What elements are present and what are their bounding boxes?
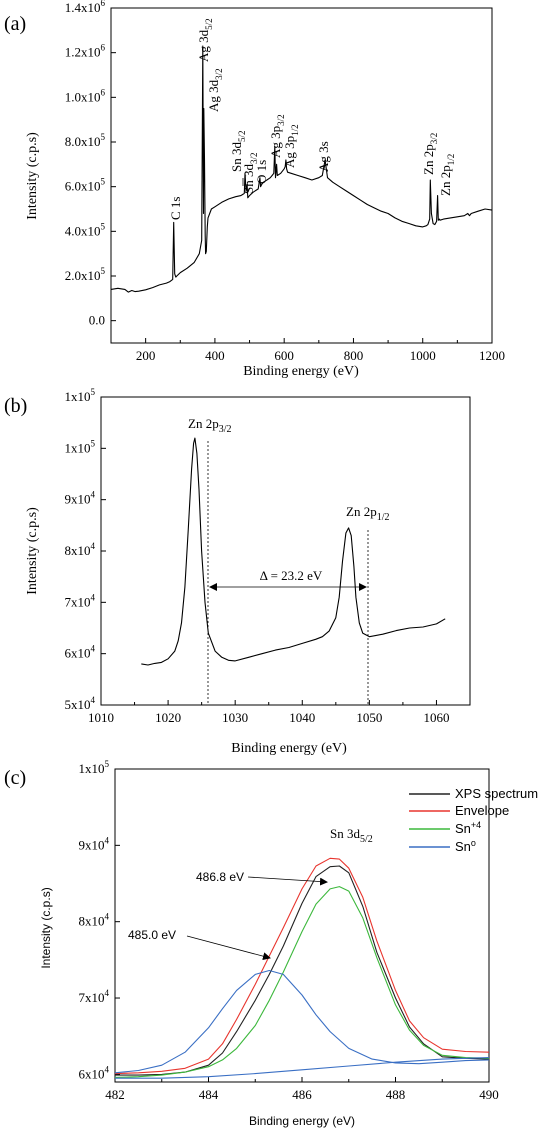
ann-c1s: C 1s — [168, 197, 183, 220]
x-tick-label-3: 1040 — [289, 710, 315, 725]
y-tick-label-5: 1.0x106 — [65, 87, 106, 104]
panel-a-y-label: Intensity (c.p.s) — [25, 132, 40, 220]
y-tick-label-2: 4.0x105 — [65, 221, 106, 238]
y-tick-label-3: 6.0x105 — [65, 177, 106, 194]
x-tick-label-3: 488 — [386, 1087, 406, 1102]
panel-a-y-ticks: 0.0 2.0x105 4.0x105 6.0x105 8.0x105 1.0x106 1.… — [65, 0, 116, 328]
panel-c-y-ticks: 6x104 7x104 8x104 9x104 1x105 — [79, 759, 120, 1081]
x-tick-label-2: 1030 — [222, 710, 248, 725]
panel-b-y-label: Intensity (c.p.s) — [25, 507, 40, 595]
legend-label-envelope: Envelope — [455, 803, 509, 818]
legend-label-xps: XPS spectrum — [455, 786, 538, 801]
y-tick-label-6: 1x105 — [65, 387, 96, 404]
y-tick-label-0: 6x104 — [79, 1064, 110, 1081]
ann-sn3d32: Sn 3d3/2 — [241, 153, 259, 195]
panel-b-series-line-0 — [141, 437, 446, 666]
panel-b-series — [141, 437, 446, 666]
b-peak-zn2p12: Zn 2p1/2 — [346, 504, 389, 523]
panel-a-series — [110, 45, 493, 293]
c-ann-486-8: 486.8 eV — [196, 870, 244, 884]
ann-zn2p32: Zn 2p3/2 — [421, 133, 439, 175]
panel-a-x-label: Binding energy (eV) — [243, 364, 359, 379]
b-peak-zn2p32: Zn 2p3/2 — [188, 416, 231, 435]
y-tick-label-4: 8.0x105 — [65, 132, 106, 149]
c-title: Sn 3d5/2 — [330, 826, 373, 845]
panel-a: (a) 200 400 600 800 1000 1200 0.0 2.0x105 4.0x1… — [4, 0, 505, 379]
panel-c-y-label: Intensity (c.p.s) — [39, 887, 53, 968]
x-tick-label-1: 400 — [205, 348, 225, 363]
panel-a-series-line-0 — [110, 45, 493, 293]
y-tick-label-5: 1x105 — [65, 438, 96, 455]
ann-ag3s: Ag 3s — [316, 141, 331, 172]
y-tick-label-4: 9x104 — [65, 490, 96, 507]
panel-c-series — [114, 857, 490, 1079]
x-tick-label-5: 1200 — [479, 348, 505, 363]
panel-b-y-ticks: 5x104 6x104 7x104 8x104 9x104 1x105 1x105 — [65, 387, 106, 712]
panel-b-x-label: Binding energy (eV) — [231, 741, 347, 756]
x-tick-label-4: 490 — [479, 1087, 499, 1102]
ann-sn3d52: Sn 3d5/2 — [229, 131, 247, 173]
c-ann-485-0-arrow — [186, 935, 271, 961]
x-tick-label-0: 1010 — [88, 710, 114, 725]
panel-a-frame — [110, 7, 493, 344]
c-legend: XPS spectrum Envelope Sn+4 Sno — [409, 786, 538, 854]
x-tick-label-4: 1000 — [410, 348, 436, 363]
x-tick-label-4: 1050 — [356, 710, 382, 725]
panel-c-series-line-2 — [114, 886, 490, 1078]
panel-b: (b) 1010 1020 1030 1040 1050 1060 5x104 6x104 7… — [4, 387, 471, 756]
ann-ag3p32: Ag 3p3/2 — [268, 114, 286, 158]
x-tick-label-3: 800 — [344, 348, 364, 363]
panel-b-frame — [100, 396, 471, 706]
x-tick-label-0: 200 — [136, 348, 156, 363]
c-ann-486-8-arrow — [247, 876, 328, 886]
panel-c-series-line-1 — [114, 857, 490, 1075]
panel-c-series-line-3 — [114, 969, 490, 1074]
x-tick-label-2: 600 — [274, 348, 294, 363]
b-delta-label: Δ = 23.2 eV — [260, 568, 323, 583]
y-tick-label-1: 7x104 — [79, 988, 110, 1005]
y-tick-label-3: 9x104 — [79, 835, 110, 852]
y-tick-label-4: 1x105 — [79, 759, 110, 776]
x-tick-label-1: 1020 — [155, 710, 181, 725]
panel-c-series-line-4 — [115, 1057, 490, 1079]
y-tick-label-7: 1.4x106 — [65, 0, 106, 15]
panel-a-x-ticks: 200 400 600 800 1000 1200 — [136, 338, 505, 363]
y-tick-label-0: 0.0 — [89, 313, 105, 328]
x-tick-label-1: 484 — [199, 1087, 219, 1102]
y-tick-label-1: 6x104 — [65, 644, 96, 661]
legend-label-sn4: Sn+4 — [455, 820, 481, 836]
panel-c-frame — [114, 768, 490, 1083]
y-tick-label-2: 8x104 — [79, 912, 110, 929]
panel-a-tag: (a) — [4, 13, 26, 35]
ann-o1s: O 1s — [254, 160, 269, 184]
y-tick-label-3: 8x104 — [65, 541, 96, 558]
panel-c-tag: (c) — [4, 767, 26, 789]
ann-ag3d32: Ag 3d3/2 — [206, 68, 224, 112]
ann-zn2p12: Zn 2p1/2 — [438, 154, 456, 196]
panel-c-series-line-0 — [115, 865, 490, 1076]
y-tick-label-6: 1.2x106 — [65, 43, 106, 60]
panel-c-x-label: Binding energy (eV) — [249, 1114, 355, 1128]
ann-ag3p12: Ag 3p1/2 — [282, 124, 300, 168]
legend-label-sn0: Sno — [455, 838, 476, 854]
y-tick-label-0: 5x104 — [65, 695, 96, 712]
x-tick-label-2: 486 — [292, 1087, 312, 1102]
panel-c: (c) 482 484 486 488 490 6x104 7x104 8x104 9x104… — [4, 759, 538, 1128]
ann-ag3d52: Ag 3d5/2 — [196, 18, 214, 62]
c-ann-485-0: 485.0 eV — [128, 928, 176, 942]
y-tick-label-2: 7x104 — [65, 592, 96, 609]
panel-c-x-ticks: 482 484 486 488 490 — [105, 1077, 499, 1102]
y-tick-label-1: 2.0x105 — [65, 266, 106, 283]
panel-b-x-ticks: 1010 1020 1030 1040 1050 1060 — [88, 700, 449, 725]
x-tick-label-5: 1060 — [423, 710, 449, 725]
panel-b-tag: (b) — [4, 395, 27, 417]
x-tick-label-0: 482 — [105, 1087, 125, 1102]
